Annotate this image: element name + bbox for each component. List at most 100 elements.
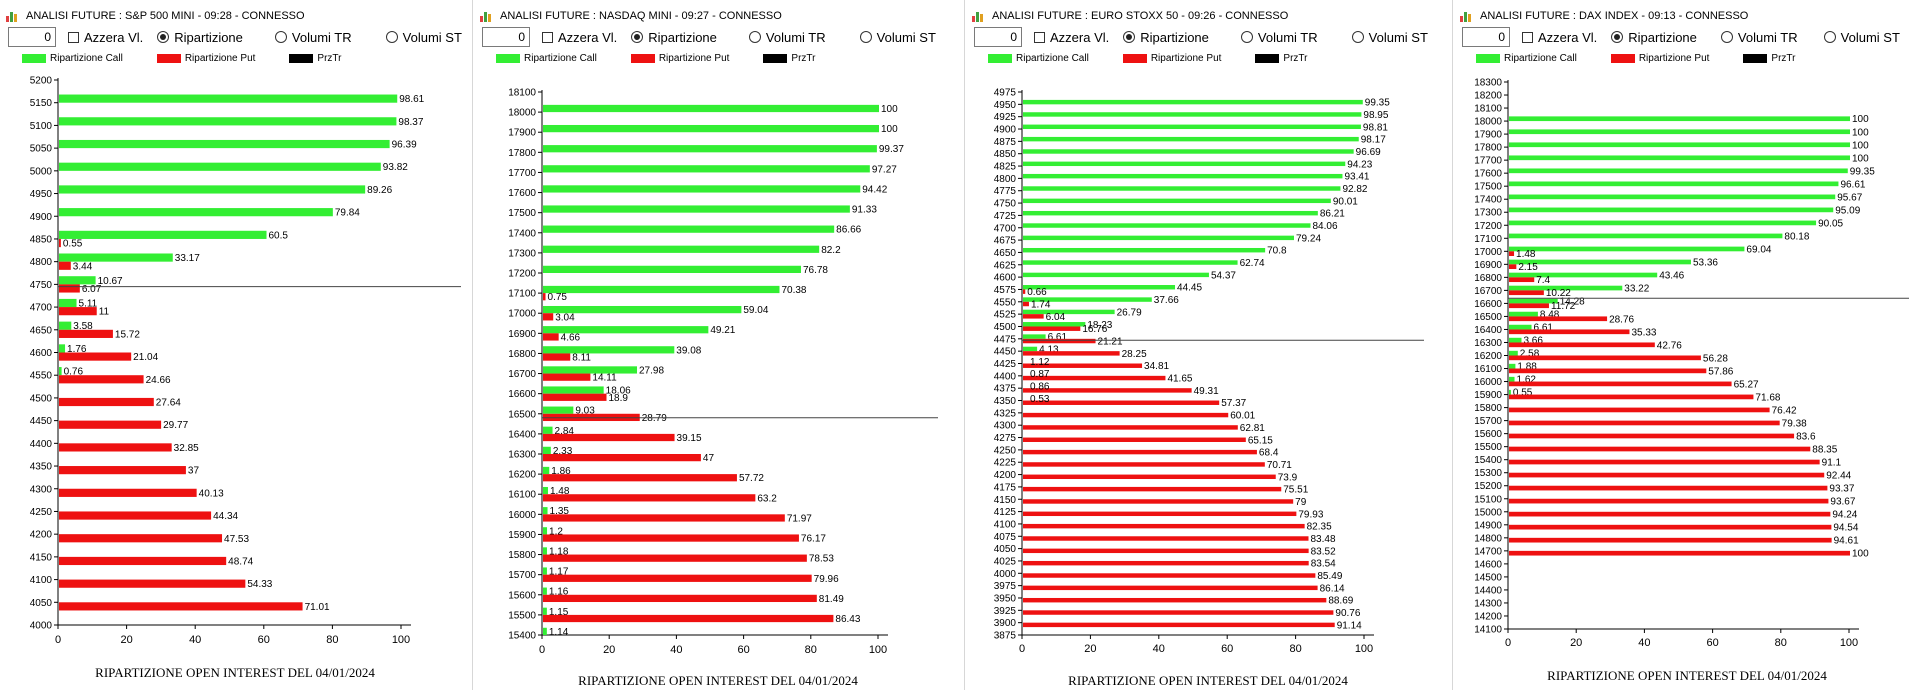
call-bar bbox=[543, 124, 879, 133]
put-bar-label: 16.76 bbox=[1082, 324, 1107, 335]
call-bar bbox=[543, 386, 604, 394]
call-bar-label: 1.14 bbox=[549, 627, 569, 638]
put-bar bbox=[1509, 368, 1707, 374]
call-bar-label: 6.61 bbox=[1534, 323, 1554, 334]
put-bar-label: 0.55 bbox=[63, 239, 83, 250]
call-bar-label: 93.41 bbox=[1344, 172, 1369, 183]
put-bar bbox=[1023, 610, 1334, 615]
volumi-st-radio[interactable] bbox=[1823, 31, 1836, 43]
y-tick-label: 15200 bbox=[1474, 481, 1502, 492]
put-bar bbox=[59, 511, 212, 520]
call-bar bbox=[59, 276, 96, 285]
value-input[interactable]: 0 bbox=[8, 27, 56, 47]
put-bar bbox=[543, 333, 559, 341]
call-bar bbox=[59, 344, 66, 353]
put-bar bbox=[59, 534, 223, 543]
ripartizione-label: Ripartizione bbox=[174, 29, 243, 45]
put-bar bbox=[1023, 523, 1305, 529]
chart-panel-sp500: ANALISI FUTURE : S&P 500 MINI - 09:28 - … bbox=[0, 0, 470, 690]
azzera-checkbox[interactable] bbox=[1034, 31, 1045, 43]
call-bar-label: 0.55 bbox=[1513, 388, 1533, 399]
put-bar-label: 78.53 bbox=[809, 554, 834, 565]
azzera-checkbox[interactable] bbox=[542, 31, 553, 43]
x-tick-label: 100 bbox=[1355, 643, 1373, 655]
call-bar bbox=[543, 507, 548, 515]
azzera-checkbox[interactable] bbox=[68, 31, 79, 43]
volumi-st-radio[interactable] bbox=[859, 31, 872, 43]
call-bar bbox=[1023, 223, 1311, 228]
put-bar-label: 0.75 bbox=[548, 292, 568, 303]
call-bar-label: 0.76 bbox=[64, 367, 84, 378]
call-bar-label: 59.04 bbox=[743, 305, 768, 316]
y-tick-label: 4600 bbox=[994, 273, 1017, 284]
volumi-tr-radio[interactable] bbox=[1720, 31, 1733, 43]
call-bar bbox=[1509, 389, 1511, 395]
call-bar-label: 1.15 bbox=[549, 607, 569, 618]
put-bar bbox=[543, 614, 834, 623]
ripartizione-radio[interactable] bbox=[631, 31, 644, 43]
y-tick-label: 17900 bbox=[1474, 130, 1502, 141]
put-bar-label: 81.49 bbox=[819, 594, 844, 605]
window-title-bar: ANALISI FUTURE : DAX INDEX - 09:13 - CON… bbox=[1460, 8, 1748, 24]
volumi-tr-radio[interactable] bbox=[274, 31, 287, 43]
y-tick-label: 4675 bbox=[994, 236, 1017, 247]
put-bar-label: 1.48 bbox=[1516, 249, 1536, 260]
call-bar-label: 76.78 bbox=[803, 265, 828, 276]
call-bar-label: 94.42 bbox=[862, 184, 887, 195]
legend-przt: PrzTr bbox=[1255, 53, 1307, 64]
y-tick-label: 4650 bbox=[30, 325, 53, 336]
call-bar-label: 84.06 bbox=[1312, 221, 1337, 232]
put-bar bbox=[543, 353, 571, 361]
put-bar-label: 15.72 bbox=[115, 329, 140, 340]
put-bar bbox=[59, 420, 162, 429]
y-tick-label: 16800 bbox=[1474, 273, 1502, 284]
call-bar bbox=[543, 104, 879, 113]
ripartizione-radio[interactable] bbox=[157, 31, 170, 43]
put-bar bbox=[1023, 400, 1220, 405]
volumi-st-radio[interactable] bbox=[1351, 31, 1364, 43]
y-tick-label: 4400 bbox=[994, 371, 1017, 382]
value-input[interactable]: 0 bbox=[1462, 27, 1510, 47]
put-bar bbox=[1509, 511, 1831, 517]
volumi-tr-label: Volumi TR bbox=[1737, 29, 1798, 45]
y-tick-label: 16800 bbox=[508, 349, 536, 360]
y-tick-label: 17400 bbox=[508, 228, 536, 239]
y-tick-label: 4875 bbox=[994, 137, 1017, 148]
call-bar-label: 94.23 bbox=[1347, 159, 1372, 170]
volumi-tr-radio[interactable] bbox=[1240, 31, 1253, 43]
put-bar-label: 3.44 bbox=[73, 261, 93, 272]
ripartizione-radio[interactable] bbox=[1123, 31, 1136, 43]
volumi-st-radio[interactable] bbox=[385, 31, 398, 43]
y-tick-label: 4525 bbox=[994, 310, 1017, 321]
volumi-tr-radio[interactable] bbox=[748, 31, 761, 43]
y-tick-label: 16600 bbox=[508, 389, 536, 400]
y-tick-label: 4575 bbox=[994, 285, 1017, 296]
window-title-bar: ANALISI FUTURE : NASDAQ MINI - 09:27 - C… bbox=[480, 8, 782, 24]
value-input[interactable]: 0 bbox=[482, 27, 530, 47]
put-bar-label: 21.04 bbox=[133, 352, 158, 363]
call-bar bbox=[1023, 149, 1354, 154]
y-tick-label: 17600 bbox=[1474, 169, 1502, 180]
y-tick-label: 4975 bbox=[994, 88, 1017, 99]
call-bar bbox=[1509, 337, 1522, 343]
put-bar bbox=[1509, 433, 1795, 439]
put-bar bbox=[59, 307, 97, 316]
y-tick-label: 16300 bbox=[1474, 338, 1502, 349]
put-bar-label: 83.6 bbox=[1796, 431, 1816, 442]
y-tick-label: 16400 bbox=[1474, 325, 1502, 336]
y-tick-label: 16200 bbox=[508, 470, 536, 481]
y-tick-label: 4625 bbox=[994, 260, 1017, 271]
ripartizione-radio[interactable] bbox=[1611, 31, 1624, 43]
azzera-checkbox[interactable] bbox=[1522, 31, 1533, 43]
call-bar bbox=[543, 547, 547, 555]
call-bar bbox=[1023, 334, 1046, 339]
put-bar-label: 24.66 bbox=[146, 375, 171, 386]
call-bar bbox=[1509, 194, 1836, 200]
y-tick-label: 17200 bbox=[508, 269, 536, 280]
x-tick-label: 100 bbox=[869, 644, 887, 656]
y-tick-label: 15500 bbox=[1474, 442, 1502, 453]
chart-legend: Ripartizione Call Ripartizione Put PrzTr bbox=[496, 52, 815, 64]
value-input[interactable]: 0 bbox=[974, 27, 1022, 47]
call-bar bbox=[1023, 112, 1362, 117]
y-tick-label: 4300 bbox=[30, 484, 53, 495]
